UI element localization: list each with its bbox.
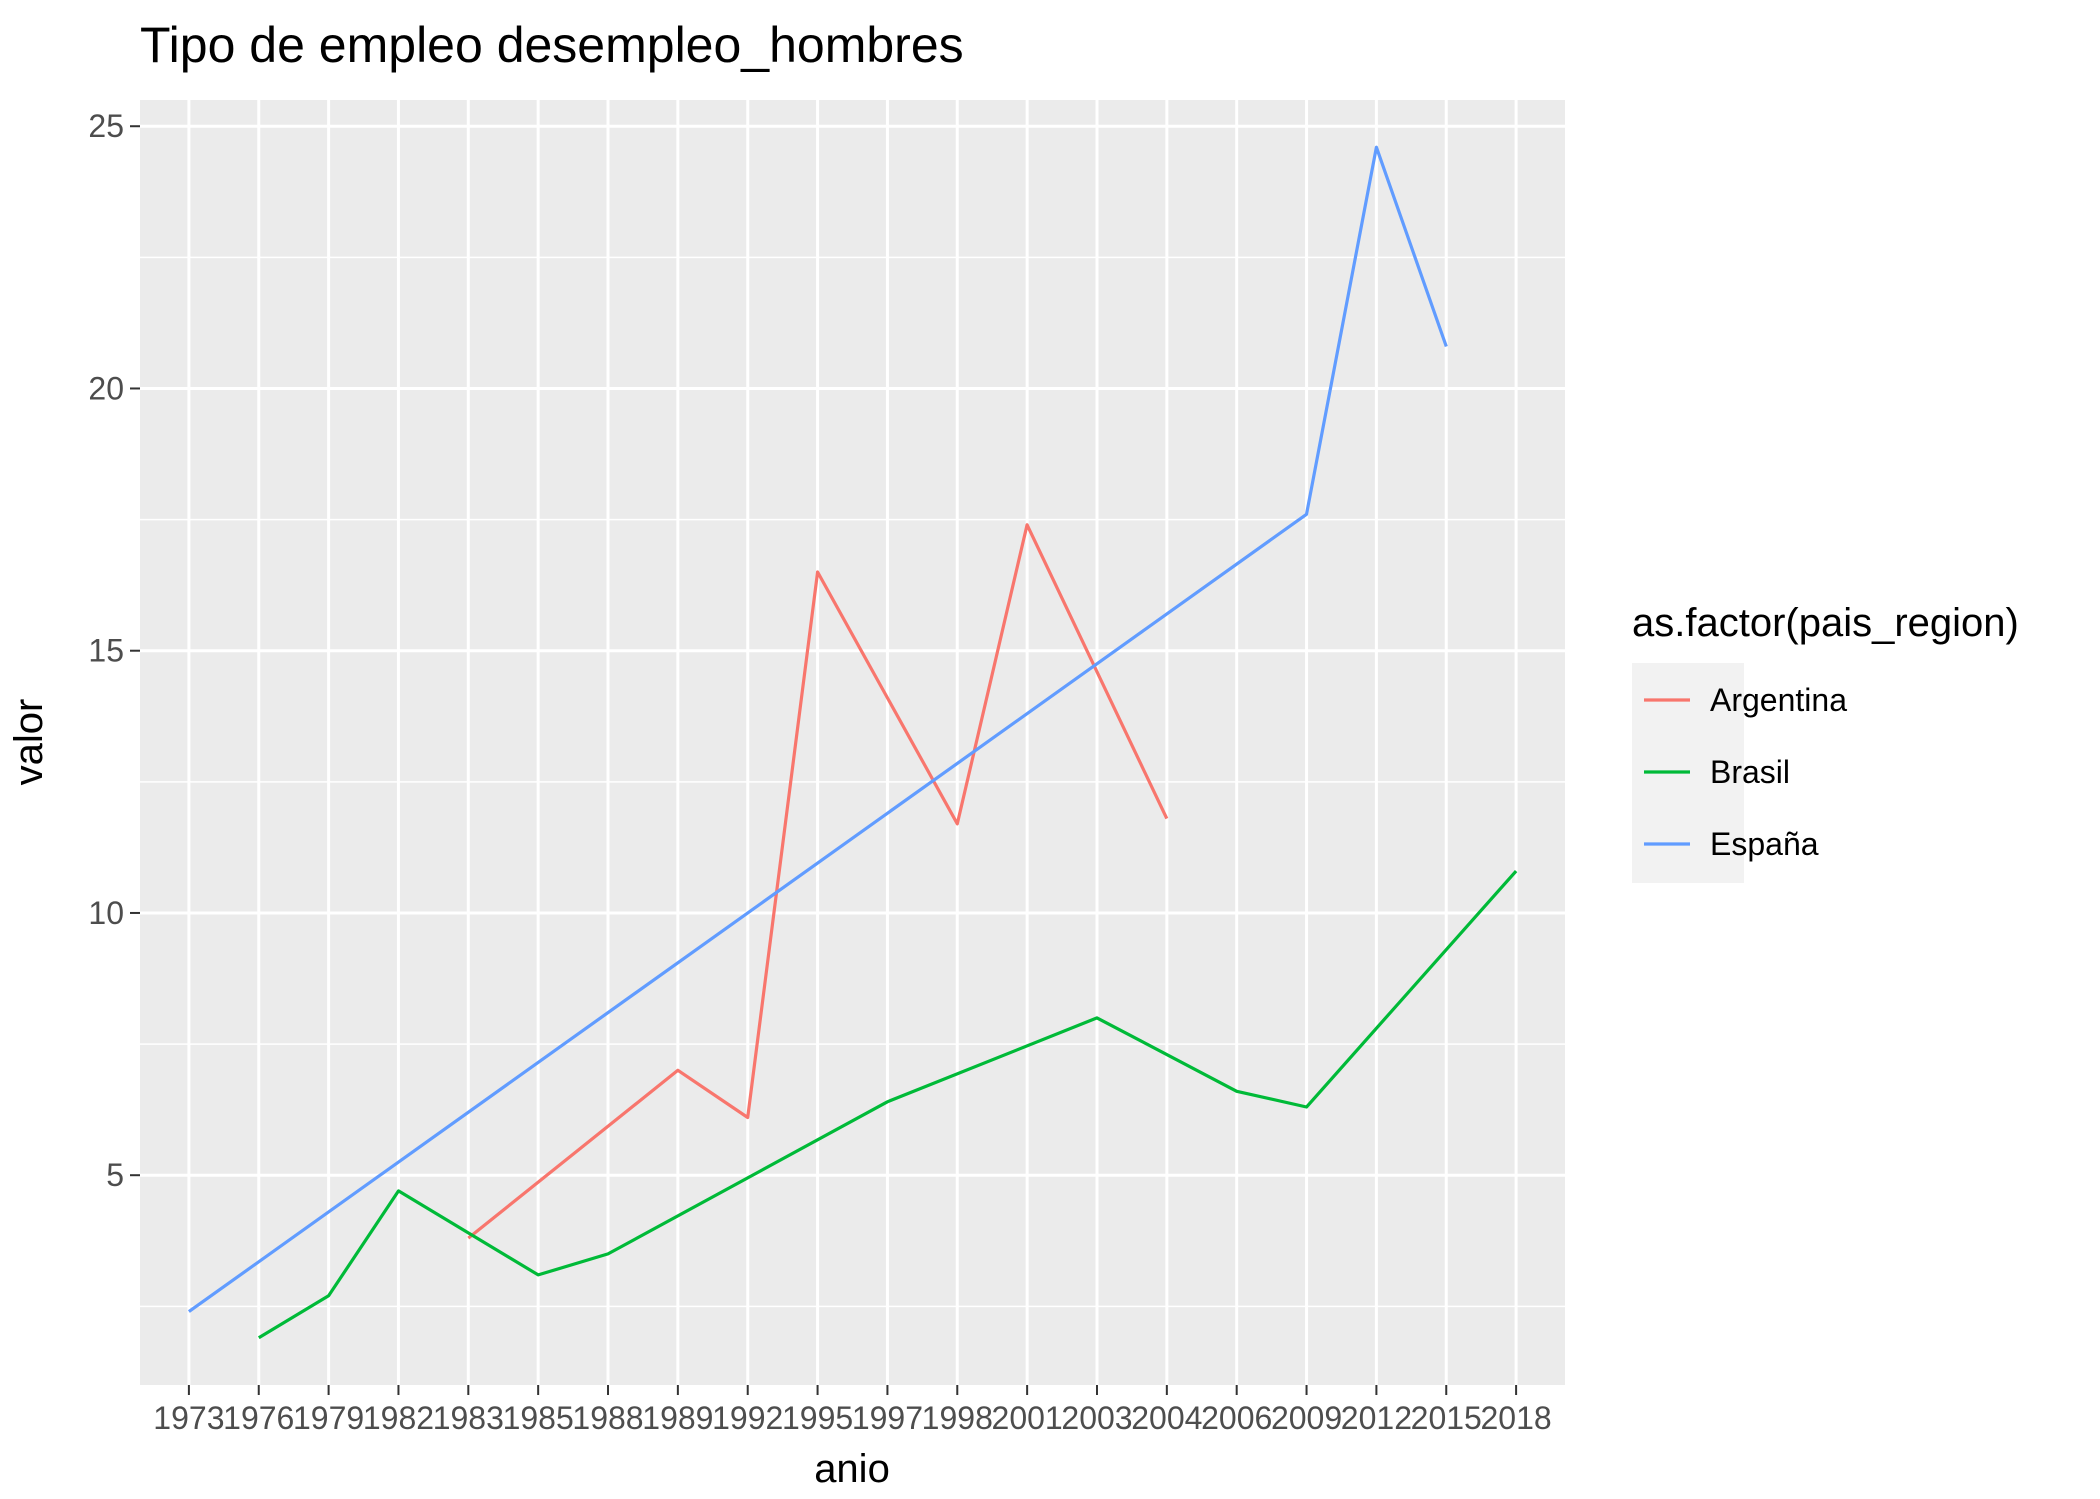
y-tick-label: 10 — [88, 895, 124, 931]
x-axis-title: anio — [814, 1447, 890, 1491]
y-tick-label: 20 — [88, 370, 124, 406]
y-tick-label: 5 — [106, 1157, 124, 1193]
x-tick-label: 1988 — [572, 1400, 643, 1436]
legend-label-argentina: Argentina — [1710, 682, 1847, 718]
y-tick-label: 15 — [88, 633, 124, 669]
x-tick-label: 2003 — [1061, 1400, 1132, 1436]
x-tick-label: 1982 — [363, 1400, 434, 1436]
x-tick-label: 1985 — [503, 1400, 574, 1436]
legend-items: Argentina Brasil España — [1644, 682, 1847, 862]
legend-label-brasil: Brasil — [1710, 754, 1790, 790]
x-tick-label: 1979 — [293, 1400, 364, 1436]
x-tick-label: 2015 — [1411, 1400, 1482, 1436]
x-tick-label: 2001 — [992, 1400, 1063, 1436]
x-tick-label: 2006 — [1201, 1400, 1272, 1436]
chart-title: Tipo de empleo desempleo_hombres — [140, 17, 964, 73]
x-tick-label: 2004 — [1131, 1400, 1202, 1436]
x-tick-label: 1973 — [153, 1400, 224, 1436]
x-tick-label: 1976 — [223, 1400, 294, 1436]
legend: as.factor(pais_region) Argentina Brasil Es… — [1632, 601, 2019, 883]
x-tick-label: 2018 — [1481, 1400, 1552, 1436]
x-tick-label: 1997 — [852, 1400, 923, 1436]
grid-major — [140, 100, 1565, 1385]
legend-label-espa-a: España — [1710, 826, 1819, 862]
x-tick-label: 2009 — [1271, 1400, 1342, 1436]
y-axis-title: valor — [7, 699, 51, 786]
grid-minor — [140, 256, 1565, 1308]
series-line-argentina — [467, 523, 1169, 1240]
series-lines — [187, 145, 1518, 1340]
x-tick-label: 1995 — [782, 1400, 853, 1436]
x-tick-label: 1998 — [922, 1400, 993, 1436]
y-tick-label: 25 — [88, 108, 124, 144]
series-line-espa-a — [187, 145, 1448, 1313]
x-tick-label: 1983 — [433, 1400, 504, 1436]
plot-panel — [140, 100, 1565, 1385]
y-axis: 5 10 15 20 25 — [88, 108, 140, 1193]
x-tick-label: 2012 — [1341, 1400, 1412, 1436]
x-tick-label: 1992 — [712, 1400, 783, 1436]
x-axis: 1973197619791982198319851988198919921995… — [153, 1385, 1552, 1436]
legend-title: as.factor(pais_region) — [1632, 601, 2019, 645]
series-line-brasil — [257, 869, 1518, 1340]
x-tick-label: 1989 — [642, 1400, 713, 1436]
